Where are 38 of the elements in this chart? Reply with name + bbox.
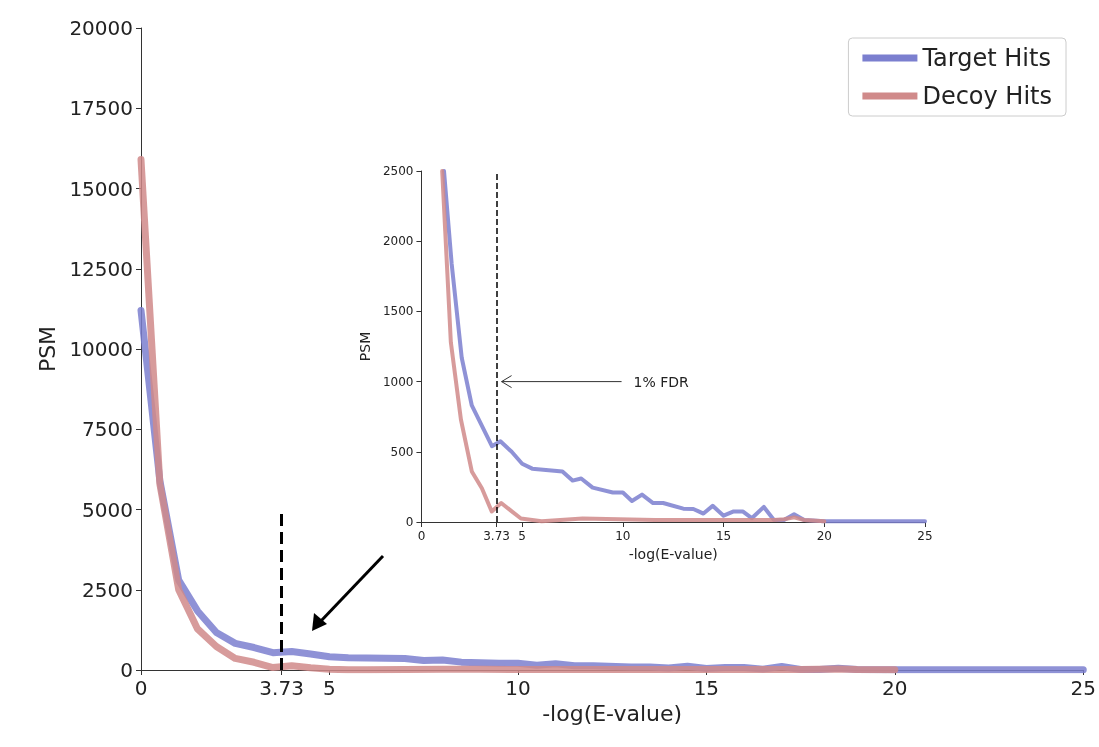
x-tick-label: 10 [615,529,631,543]
y-tick-label: 5000 [82,497,133,522]
y-tick-label: 1500 [382,304,414,319]
legend-label: Decoy Hits [922,82,1053,110]
x-tick-label: 0 [134,676,148,700]
y-tick-label: 0 [120,658,133,682]
annotation: 1% FDR [633,373,690,390]
y-tick-label: 500 [390,444,414,459]
y-tick-label: 12500 [69,256,133,281]
y-tick-label: 7500 [82,417,133,442]
x-tick-label: 20 [816,529,832,543]
x-tick-label: 20 [882,676,908,700]
line-series [440,169,827,524]
x-tick-label: 25 [917,529,933,543]
y-tick-label: 1000 [382,374,414,389]
y-axis-title: PSM [357,331,373,362]
x-tick-label: 0 [417,529,426,543]
line-series [442,169,927,524]
y-tick-label: 0 [405,515,414,529]
x-tick-label: 25 [1070,676,1096,700]
y-tick-label: 20000 [69,16,133,40]
x-tick-label: 15 [715,529,732,543]
legend-label: Target Hits [921,44,1051,72]
x-tick-label: 5 [518,529,526,543]
x-tick-label: 10 [505,676,531,700]
y-tick-label: 10000 [69,337,133,361]
x-tick-label: 15 [693,676,720,700]
y-tick-label: 2500 [82,577,133,602]
x-tick-label: 3.73 [259,676,304,700]
y-axis-title: PSM [34,325,60,373]
x-axis-title: -log(E-value) [542,701,683,727]
y-tick-label: 2000 [382,234,414,249]
x-tick-label: 5 [323,676,336,700]
y-tick-label: 15000 [69,176,133,201]
x-axis-title: -log(E-value) [628,545,718,562]
x-tick-label: 3.73 [483,529,510,543]
y-tick-label: 2500 [382,164,414,178]
y-tick-label: 17500 [69,96,133,121]
